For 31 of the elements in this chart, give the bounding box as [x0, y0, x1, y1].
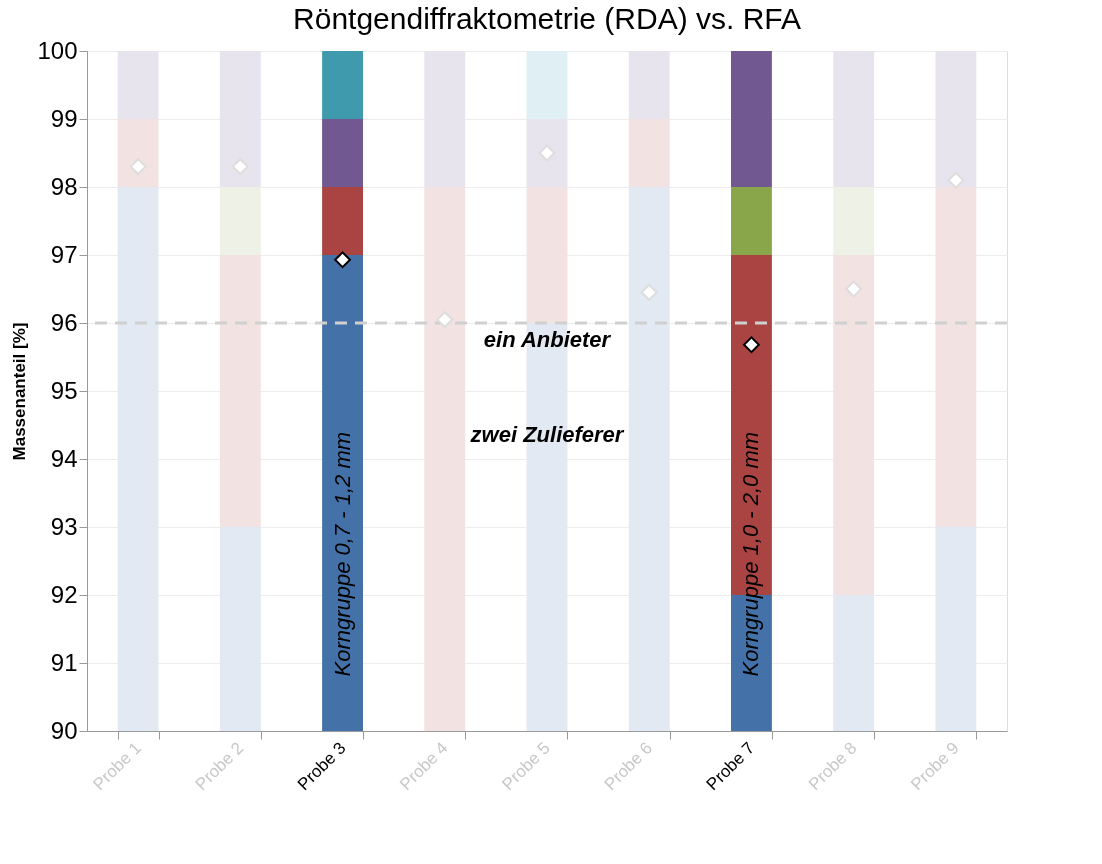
y-tick-label: 92	[50, 580, 78, 608]
bar	[322, 255, 363, 731]
y-tick-label: 96	[50, 308, 78, 336]
y-tick-label: 100	[37, 36, 78, 64]
y-tick-label: 95	[50, 376, 78, 404]
annotation: zwei Zulieferer	[469, 422, 625, 448]
y-axis-title: Massenanteil [%]	[10, 322, 30, 461]
annotation: Korngruppe 0,7 - 1,2 mm	[329, 431, 355, 677]
point	[947, 171, 965, 189]
bar	[322, 51, 363, 119]
y-tick-label: 90	[50, 716, 78, 744]
point	[640, 283, 658, 301]
point	[334, 251, 351, 269]
point	[129, 158, 147, 176]
bar	[322, 119, 363, 187]
y-tick-label: 99	[50, 104, 78, 132]
chart-title: Röntgendiffraktometrie (RDA) vs. RFA	[293, 2, 801, 35]
y-tick-label: 93	[50, 512, 78, 540]
y-tick-label: 97	[50, 240, 78, 268]
annotation: ein Anbieter	[483, 327, 612, 352]
point	[436, 311, 454, 329]
y-tick-label: 91	[50, 648, 78, 676]
annotation: Korngruppe 1,0 - 2,0 mm	[738, 431, 764, 677]
point	[743, 336, 760, 354]
point	[845, 280, 863, 298]
bar	[731, 51, 772, 187]
bar	[731, 187, 772, 255]
point	[231, 158, 249, 176]
y-tick-label: 94	[50, 444, 78, 472]
y-tick-label: 98	[50, 172, 78, 200]
bar	[322, 187, 363, 255]
